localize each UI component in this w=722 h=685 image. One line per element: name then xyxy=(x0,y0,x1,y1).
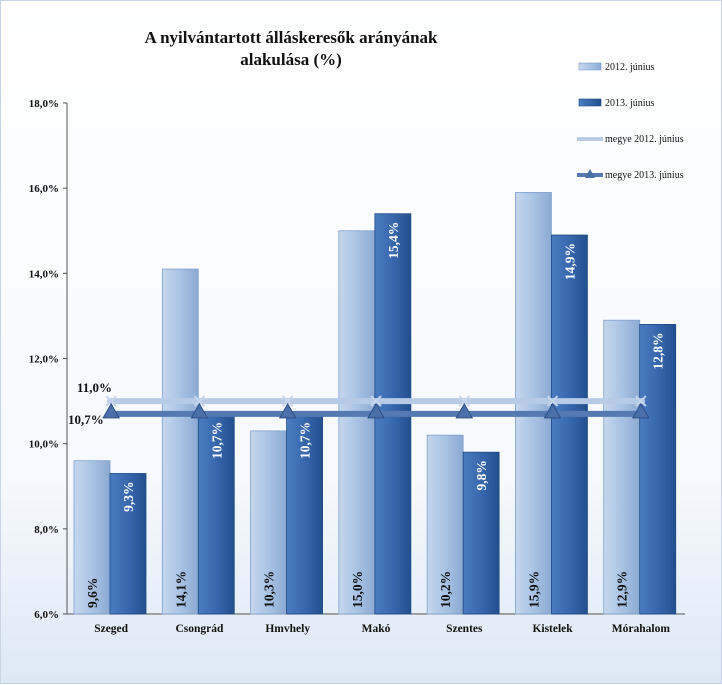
bar xyxy=(250,430,287,615)
bar-data-label: 9,8% xyxy=(474,460,489,490)
legend-label: megye 2013. június xyxy=(605,170,684,181)
reference-marker xyxy=(102,402,121,419)
bar-data-label: 14,9% xyxy=(562,243,577,280)
bar-data-label: 14,1% xyxy=(173,571,188,608)
y-tick-label: 8,0% xyxy=(34,524,59,536)
bar xyxy=(338,230,376,615)
x-category-label: Szentes xyxy=(446,623,483,635)
reference-value-label: 10,7% xyxy=(68,412,104,427)
y-tick-label: 6,0% xyxy=(34,609,59,621)
x-category-label: Csongrád xyxy=(175,623,224,635)
legend-label: 2012. június xyxy=(605,62,655,73)
y-tick-label: 14,0% xyxy=(29,268,59,280)
bar-data-label: 15,0% xyxy=(350,571,365,608)
reference-marker xyxy=(282,395,294,407)
legend-label: 2013. június xyxy=(605,98,655,109)
legend-swatch xyxy=(578,98,602,107)
reference-marker xyxy=(105,395,117,407)
bar-data-label: 10,3% xyxy=(262,571,277,608)
legend-label: megye 2012. június xyxy=(605,134,684,145)
x-category-label: Kistelek xyxy=(532,623,573,635)
reference-marker xyxy=(455,402,474,419)
bar xyxy=(462,451,500,615)
bar-data-label: 9,6% xyxy=(85,578,100,608)
bar xyxy=(109,473,147,615)
reference-marker xyxy=(193,395,206,407)
reference-marker xyxy=(543,402,562,419)
reference-marker xyxy=(458,395,470,407)
reference-marker xyxy=(631,402,650,419)
y-tick-label: 12,0% xyxy=(29,354,59,366)
chart-title: A nyilvántartott álláskeresők arányának … xyxy=(144,28,438,69)
bar-data-label: 15,9% xyxy=(526,571,541,608)
bar-data-label: 9,3% xyxy=(121,481,136,511)
bar-data-label: 12,8% xyxy=(651,332,666,369)
bar-data-label: 10,7% xyxy=(209,422,224,459)
reference-marker xyxy=(546,395,559,407)
bar xyxy=(197,413,235,615)
bar xyxy=(551,234,588,615)
x-category-label: Mórahalom xyxy=(612,623,671,635)
x-category-label: Makó xyxy=(362,623,391,635)
bar xyxy=(161,268,199,615)
x-category-label: Hmvhely xyxy=(265,623,310,635)
reference-marker xyxy=(635,395,647,407)
reference-marker xyxy=(370,395,382,407)
y-tick-label: 16,0% xyxy=(29,183,59,195)
bar-data-label: 12,9% xyxy=(615,571,630,608)
bar xyxy=(603,319,641,615)
bar-data-label: 10,7% xyxy=(298,422,313,459)
reference-marker xyxy=(367,402,385,419)
x-category-label: Szeged xyxy=(94,623,128,635)
y-tick-label: 10,0% xyxy=(29,439,59,451)
reference-value-label: 11,0% xyxy=(77,380,112,395)
bar xyxy=(426,434,464,615)
legend-marker xyxy=(585,169,595,178)
reference-marker xyxy=(190,402,209,419)
bar-data-label: 15,4% xyxy=(386,222,401,259)
bar xyxy=(73,460,111,615)
y-tick-label: 18,0% xyxy=(29,98,59,110)
bar-data-label: 10,2% xyxy=(438,571,453,608)
reference-marker xyxy=(278,402,297,419)
legend-swatch xyxy=(578,62,602,71)
bar xyxy=(639,324,677,615)
